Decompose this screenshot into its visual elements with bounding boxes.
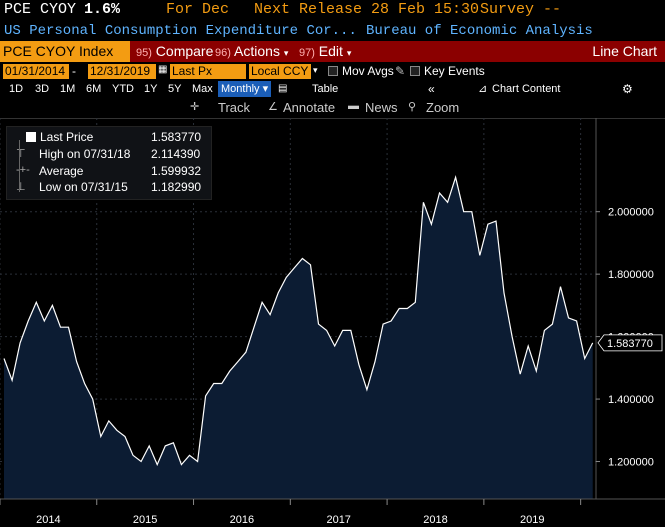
legend-avg-label: Average — [39, 164, 84, 178]
table-button[interactable]: Table — [312, 83, 339, 95]
last-price-swatch — [26, 132, 36, 142]
chart-content-icon[interactable]: ⊿ — [478, 83, 488, 95]
period-5y[interactable]: 5Y — [168, 83, 182, 95]
high-marker-icon: ⊤ — [16, 148, 26, 160]
ticker-header: PCE CYOY 1.6% For Dec Next Release 28 Fe… — [0, 0, 665, 22]
key-events-label: Key Events — [424, 64, 485, 78]
legend-low-value: 1.182990 — [151, 180, 202, 194]
survey: Survey -- — [480, 1, 562, 18]
edit-button[interactable]: 97) Edit ▾ — [299, 41, 351, 62]
ticker-symbol: PCE CYOY — [4, 1, 77, 18]
last-value-marker: 1.583770 — [597, 334, 663, 352]
x-axis: 2014 2015 2016 2017 2018 2019 — [0, 499, 582, 526]
legend-last-value: 1.583770 — [151, 130, 202, 144]
main-toolbar: PCE CYOY Index 95) Compare 96) Actions ▾… — [0, 41, 665, 62]
security-field[interactable]: PCE CYOY Index — [0, 41, 130, 62]
chart-tools-bar: ✛ Track ∠ Annotate ▬ News ⚲ Zoom — [0, 98, 665, 119]
period-label: For Dec — [166, 1, 230, 18]
low-marker-icon: ⊥ — [16, 181, 26, 193]
actions-label: Actions — [234, 43, 280, 59]
frequency-label: Monthly — [221, 83, 260, 95]
series-description: US Personal Consumption Expenditure Cor.… — [4, 23, 357, 39]
field-select[interactable]: Last Px — [170, 64, 246, 79]
legend-high-value: 2.114390 — [151, 147, 201, 161]
price-line — [3, 175, 594, 467]
actions-dropdown-icon: ▾ — [283, 48, 289, 58]
end-date-input[interactable]: 12/31/2019 — [88, 64, 156, 79]
x-tick-label: 2016 — [230, 514, 254, 526]
compare-label: Compare — [155, 43, 214, 59]
actions-button[interactable]: 96) Actions ▾ — [215, 41, 288, 62]
last-value-tag — [597, 334, 663, 352]
y-tick-label: 1.800000 — [608, 269, 654, 281]
start-date-input[interactable]: 01/31/2014 — [3, 64, 69, 79]
period-bar: 1D 3D 1M 6M YTD 1Y 5Y Max Monthly ▾ ▤ Ta… — [0, 81, 665, 97]
options-bar: 01/31/2014 - 12/31/2019 ▦ Last Px Local … — [0, 63, 665, 80]
price-chart[interactable]: 2.0000001.8000001.6000001.4000001.200000… — [0, 118, 665, 527]
annotate-icon: ∠ — [268, 101, 278, 113]
mov-avgs-label: Mov Avgs — [342, 64, 394, 78]
track-icon: ✛ — [190, 101, 200, 113]
zoom-icon: ⚲ — [408, 101, 417, 113]
legend-tree-line — [19, 140, 20, 192]
period-1y[interactable]: 1Y — [144, 83, 158, 95]
period-3d[interactable]: 3D — [35, 83, 50, 95]
key-events-checkbox[interactable] — [410, 66, 420, 76]
date-separator: - — [72, 64, 76, 78]
edit-label: Edit — [318, 43, 343, 59]
next-release: Next Release 28 Feb 15:30 — [254, 1, 480, 18]
legend-high-label: High on 07/31/18 — [39, 147, 131, 161]
y-tick-label: 1.200000 — [608, 457, 654, 469]
currency-select[interactable]: Local CCY — [249, 64, 311, 79]
x-tick-label: 2014 — [36, 514, 60, 526]
chart-content-button[interactable]: Chart Content — [492, 83, 561, 95]
period-max[interactable]: Max — [192, 83, 213, 95]
price-area — [4, 177, 593, 500]
actions-num: 96) — [215, 47, 231, 59]
gear-icon[interactable]: ⚙ — [622, 82, 633, 96]
zoom-button[interactable]: Zoom — [426, 100, 460, 115]
mov-avgs-checkbox[interactable] — [328, 66, 338, 76]
period-ytd[interactable]: YTD — [112, 83, 134, 95]
news-icon: ▬ — [348, 100, 359, 112]
series-source: Bureau of Economic Analysis — [366, 23, 593, 39]
period-1m[interactable]: 1M — [60, 83, 76, 95]
track-button[interactable]: Track — [218, 100, 251, 115]
period-1d[interactable]: 1D — [9, 83, 24, 95]
legend-avg-value: 1.599932 — [151, 164, 202, 178]
legend-low-label: Low on 07/31/15 — [39, 180, 128, 194]
calendar-icon[interactable]: ▦ — [158, 64, 168, 75]
y-tick-label: 1.400000 — [608, 394, 654, 406]
x-tick-label: 2015 — [133, 514, 157, 526]
table-icon[interactable]: ▤ — [278, 83, 288, 94]
compare-button[interactable]: 95) Compare — [136, 41, 213, 62]
chart-legend: Last Price 1.583770 ⊤ High on 07/31/18 2… — [6, 126, 212, 200]
edit-num: 97) — [299, 47, 315, 59]
y-tick-label: 2.000000 — [608, 207, 654, 219]
ticker-value: 1.6% — [84, 1, 121, 18]
edit-dropdown-icon: ▾ — [346, 48, 352, 58]
annotate-button[interactable]: Annotate — [283, 100, 336, 115]
chart-type-label[interactable]: Line Chart — [592, 43, 657, 59]
collapse-icon[interactable]: « — [428, 82, 435, 96]
description-bar: US Personal Consumption Expenditure Cor.… — [0, 22, 665, 40]
news-button[interactable]: News — [365, 100, 398, 115]
x-tick-label: 2018 — [423, 514, 447, 526]
legend-last-label: Last Price — [40, 130, 94, 144]
frequency-select[interactable]: Monthly ▾ — [218, 81, 272, 97]
compare-num: 95) — [136, 47, 152, 59]
currency-dropdown-icon[interactable]: ▾ — [313, 65, 318, 75]
pencil-icon[interactable]: ✎ — [395, 64, 406, 78]
period-6m[interactable]: 6M — [86, 83, 102, 95]
x-tick-label: 2017 — [326, 514, 350, 526]
last-value-label: 1.583770 — [607, 338, 653, 350]
x-tick-label: 2019 — [520, 514, 544, 526]
